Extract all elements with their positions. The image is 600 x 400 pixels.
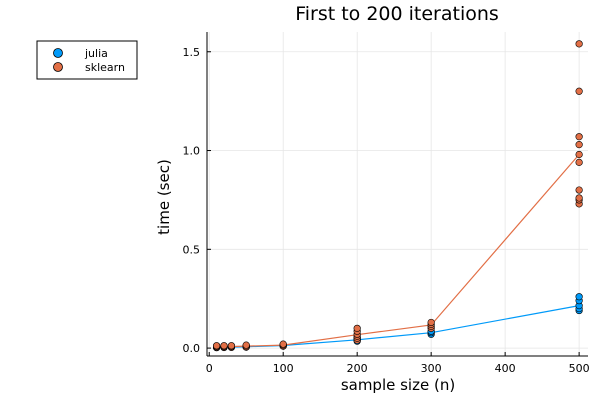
legend-marker-julia: [53, 48, 63, 58]
data-point-sklearn: [575, 186, 583, 194]
x-tick-label: 0: [206, 362, 213, 375]
data-point-sklearn: [575, 133, 583, 141]
x-tick-label: 100: [273, 362, 294, 375]
data-point-sklearn: [279, 340, 287, 348]
chart-title: First to 200 iterations: [295, 3, 499, 25]
plot-area: 0 100 200 300 400 500 0.0 0.5 1.0 1.5: [183, 32, 590, 375]
data-point-julia: [575, 293, 583, 301]
y-tick-label: 1.5: [183, 46, 201, 59]
data-point-sklearn: [575, 141, 583, 149]
legend-label-sklearn: sklearn: [85, 61, 125, 74]
data-point-sklearn: [575, 87, 583, 95]
y-tick-label: 1.0: [183, 145, 201, 158]
legend-label-julia: julia: [84, 47, 108, 60]
y-axis-label: time (sec): [155, 159, 173, 235]
data-point-sklearn: [220, 342, 228, 350]
y-tick-label: 0.0: [183, 342, 201, 355]
y-tick-label: 0.5: [183, 243, 201, 256]
x-tick-label: 400: [495, 362, 516, 375]
x-tick-label: 200: [347, 362, 368, 375]
legend: julia sklearn: [36, 40, 138, 80]
data-point-sklearn: [575, 150, 583, 159]
data-point-sklearn: [427, 318, 435, 327]
series-line-julia: [216, 305, 580, 348]
x-axis-label: sample size (n): [341, 376, 455, 394]
data-point-sklearn: [575, 194, 583, 202]
data-point-sklearn: [213, 342, 221, 350]
data-point-sklearn: [242, 341, 250, 349]
legend-marker-sklearn: [53, 62, 63, 72]
data-point-sklearn: [575, 158, 583, 166]
x-tick-label: 300: [421, 362, 442, 375]
x-tick-label: 500: [569, 362, 590, 375]
series-line-sklearn: [216, 154, 580, 348]
data-point-sklearn: [575, 40, 583, 48]
data-point-sklearn: [227, 342, 236, 350]
data-point-sklearn: [353, 324, 361, 332]
legend-box: [36, 40, 138, 80]
